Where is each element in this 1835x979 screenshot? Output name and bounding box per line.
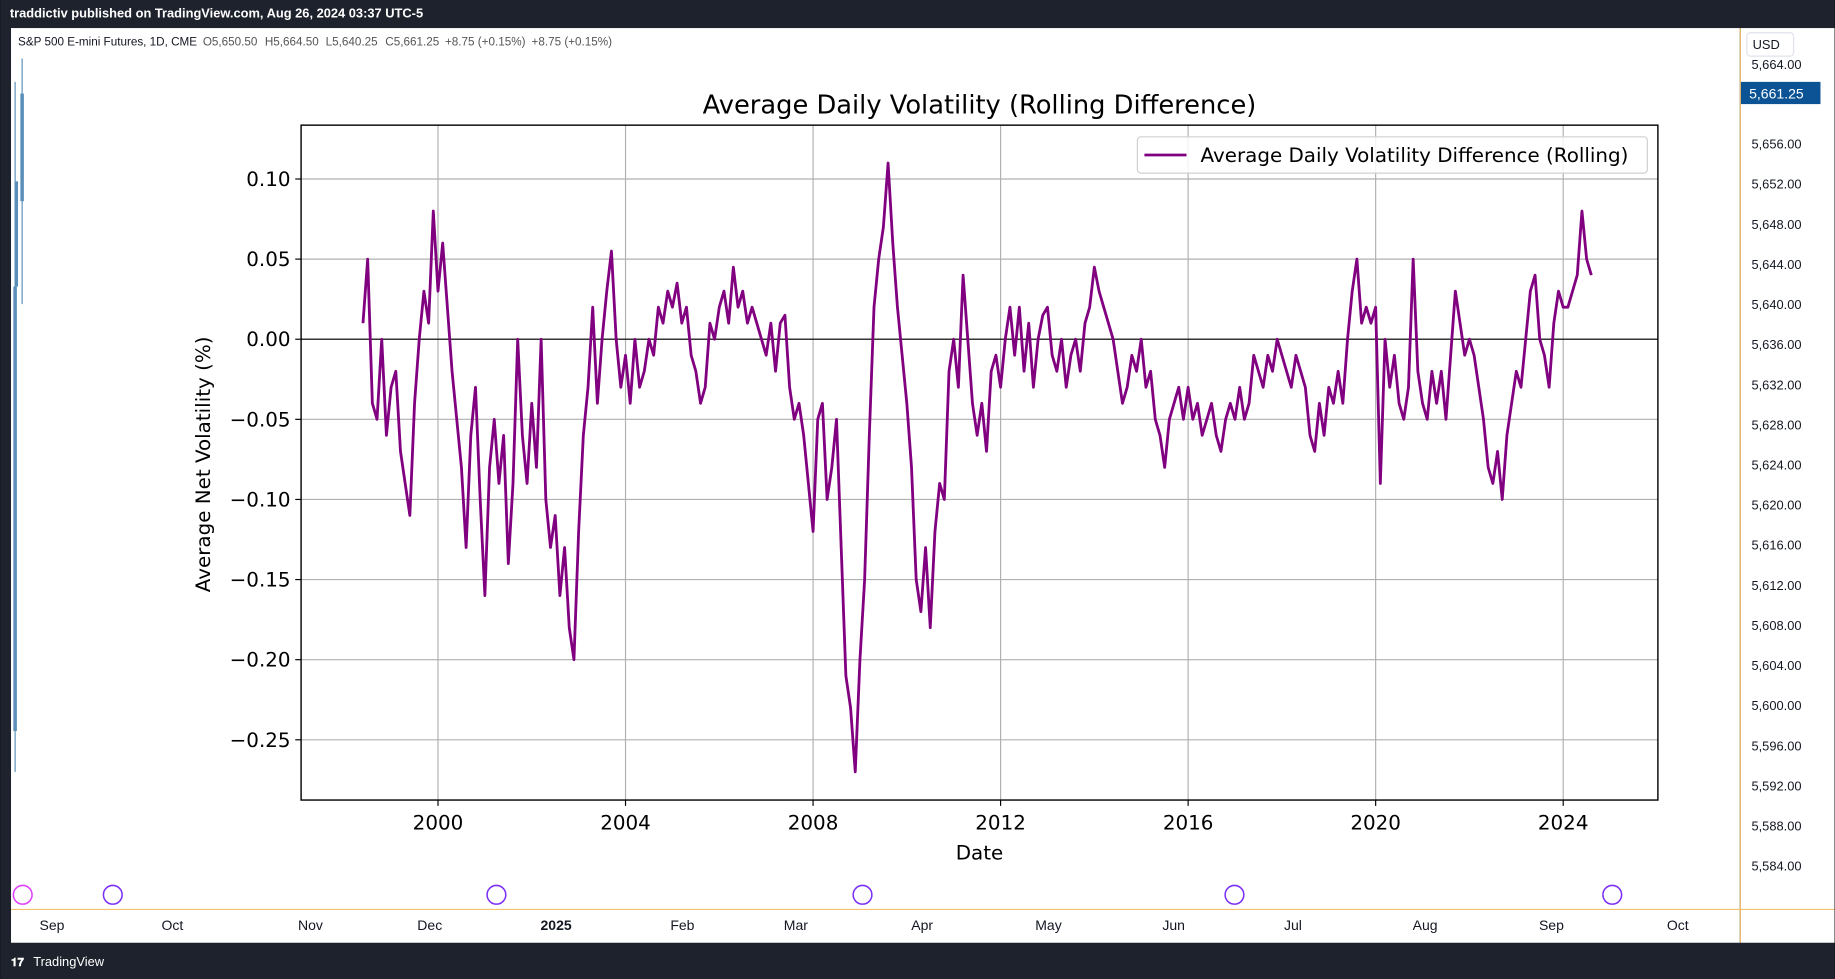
- price-axis-bg: [1740, 28, 1835, 943]
- y-axis-label: Average Net Volatility (%): [192, 337, 215, 593]
- price-label: 5,584.00: [1751, 859, 1801, 874]
- time-label: Aug: [1413, 917, 1438, 933]
- price-label: 5,664.00: [1751, 57, 1801, 72]
- price-tag: [1740, 81, 1821, 105]
- price-label: 5,656.00: [1751, 137, 1801, 152]
- y-tick-label: −0.15: [230, 569, 291, 592]
- footer-logo: 𝟏𝟕: [11, 956, 24, 969]
- ohlc-open: O5,650.50: [203, 36, 258, 49]
- change: +8.75 (+0.15%): [445, 36, 526, 49]
- time-label: May: [1035, 917, 1061, 933]
- y-tick-label: 0.00: [246, 328, 290, 351]
- price-label: 5,600.00: [1751, 698, 1801, 713]
- time-label: Dec: [417, 917, 442, 933]
- chart-title: Average Daily Volatility (Rolling Differ…: [703, 90, 1257, 120]
- ohlc-low: L5,640.25: [326, 36, 378, 49]
- price-label: 5,644.00: [1751, 257, 1801, 272]
- time-label: Sep: [39, 917, 64, 933]
- header-text: traddictiv published on TradingView.com,…: [10, 6, 423, 21]
- candles: [13, 58, 24, 772]
- price-label: 5,636.00: [1751, 337, 1801, 352]
- time-label: Nov: [298, 917, 323, 933]
- plot-frame: [300, 124, 1659, 801]
- y-tick-label: −0.10: [230, 488, 291, 511]
- price-label: 5,604.00: [1751, 658, 1801, 673]
- x-tick-label: 2008: [788, 811, 839, 834]
- price-label: 5,628.00: [1751, 417, 1801, 432]
- price-label: 5,632.00: [1751, 377, 1801, 392]
- symbol-name: S&P 500 E-mini Futures, 1D, CME: [18, 36, 197, 49]
- price-label: 5,608.00: [1751, 618, 1801, 633]
- y-tick-label: 0.05: [246, 248, 290, 271]
- event-icon[interactable]: [1602, 884, 1623, 905]
- y-tick-label: −0.25: [230, 729, 291, 752]
- price-label: 5,624.00: [1751, 457, 1801, 472]
- event-icon[interactable]: [486, 884, 507, 905]
- x-tick-label: 2012: [975, 811, 1026, 834]
- time-label: Sep: [1539, 917, 1564, 933]
- price-label: 5,640.00: [1751, 297, 1801, 312]
- time-label: Oct: [162, 917, 184, 933]
- x-tick-label: 2020: [1350, 811, 1401, 834]
- price-label: 5,652.00: [1751, 177, 1801, 192]
- footer-brand: TradingView: [33, 954, 104, 969]
- event-icon[interactable]: [102, 884, 123, 905]
- currency-box[interactable]: [1746, 32, 1795, 57]
- price-label: 5,592.00: [1751, 778, 1801, 793]
- price-label: 5,588.00: [1751, 819, 1801, 834]
- price-label: 5,616.00: [1751, 538, 1801, 553]
- event-icons: [12, 884, 1623, 905]
- series-line: [361, 161, 1593, 774]
- y-tick-label: −0.05: [230, 408, 291, 431]
- candle: [14, 181, 19, 287]
- x-tick-label: 2024: [1538, 811, 1589, 834]
- legend-box: [1136, 136, 1648, 174]
- time-label: Jun: [1162, 917, 1185, 933]
- event-icon[interactable]: [12, 884, 33, 905]
- price-label: 5,612.00: [1751, 578, 1801, 593]
- currency: USD: [1753, 37, 1780, 52]
- time-label: 2025: [540, 917, 571, 933]
- x-tick-label: 2016: [1163, 811, 1214, 834]
- y-tick-label: −0.20: [230, 649, 291, 672]
- y-tick-label: 0.10: [246, 168, 290, 191]
- x-tick-label: 2000: [413, 811, 464, 834]
- current-price: 5,661.25: [1749, 85, 1804, 101]
- x-axis-label: Date: [956, 842, 1004, 865]
- time-label: Feb: [670, 917, 694, 933]
- time-label: Apr: [911, 917, 933, 933]
- price-label: 5,620.00: [1751, 498, 1801, 513]
- price-label: 5,648.00: [1751, 217, 1801, 232]
- time-label: Mar: [784, 917, 808, 933]
- time-label: Jul: [1284, 917, 1302, 933]
- event-icon[interactable]: [852, 884, 873, 905]
- price-label: 5,596.00: [1751, 738, 1801, 753]
- time-label: Oct: [1667, 917, 1689, 933]
- change-2: +8.75 (+0.15%): [532, 36, 613, 49]
- x-tick-label: 2004: [600, 811, 651, 834]
- ohlc-close: C5,661.25: [385, 36, 439, 49]
- ohlc-high: H5,664.50: [265, 36, 319, 49]
- legend-label: Average Daily Volatility Difference (Rol…: [1201, 144, 1629, 167]
- event-icon[interactable]: [1224, 884, 1245, 905]
